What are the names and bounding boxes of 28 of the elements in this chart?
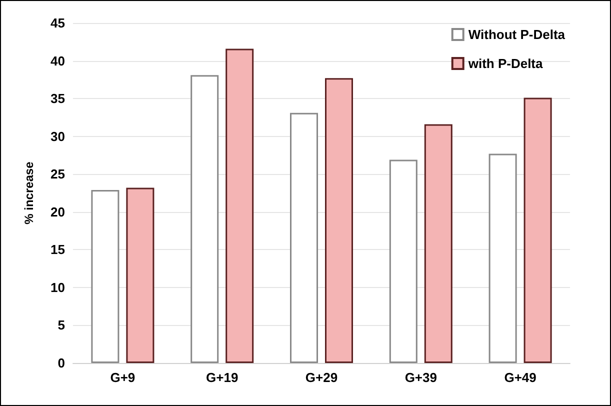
x-tick-label: G+9 [110,370,136,385]
bar [424,124,452,363]
y-tick-label: 0 [58,356,65,370]
x-tick-label: G+29 [305,370,338,385]
bar [389,160,418,363]
y-tick-label: 35 [50,91,65,106]
x-tick-label: G+49 [504,370,536,385]
legend-label: Without P-Delta [468,27,566,42]
bar [190,75,219,363]
y-tick-label: 10 [50,280,65,295]
y-tick-label: 20 [50,204,65,220]
x-tick-label: G+39 [404,370,437,385]
bar [524,98,552,363]
y-tick-label: 25 [50,166,65,182]
bar [126,188,154,363]
bar [488,154,517,363]
bar [290,112,318,363]
x-tick-label: G+19 [206,370,238,385]
legend-label: with P-Delta [467,56,544,71]
bar [325,78,353,363]
y-axis-title: % increase [22,161,36,224]
y-tick-label: 40 [50,53,65,68]
y-tick-label: 5 [58,318,65,333]
bar [226,48,254,363]
y-tick-label: 30 [50,128,65,144]
y-tick-label: 15 [50,242,65,258]
y-tick-label: 45 [50,16,65,30]
bar [91,190,120,363]
